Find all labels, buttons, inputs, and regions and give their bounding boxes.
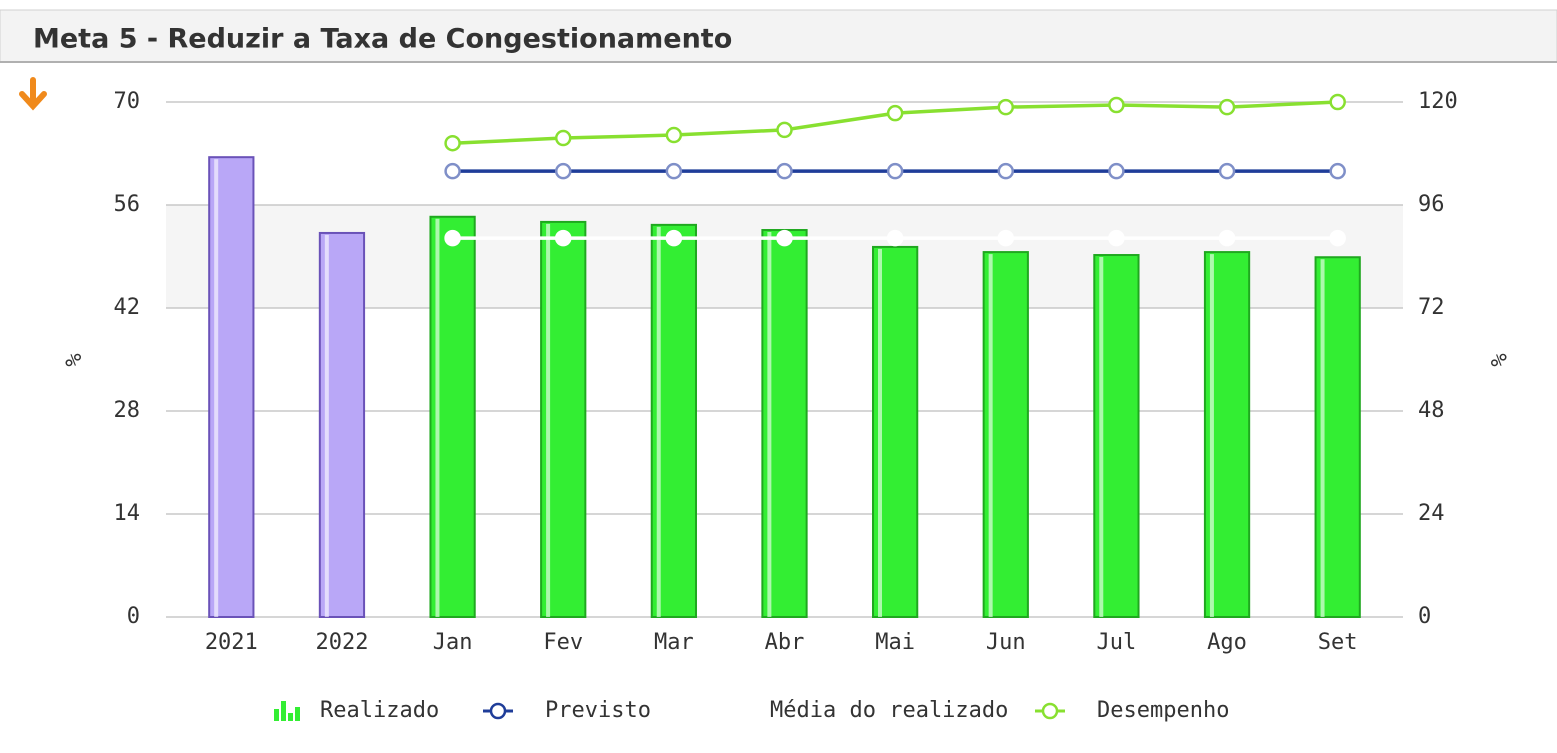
y2-tick-label: 0 [1418, 604, 1431, 629]
y2-axis-title: % [1485, 353, 1510, 366]
point [444, 134, 461, 152]
legend-icon [1041, 702, 1059, 720]
point [776, 121, 793, 139]
point [1108, 162, 1125, 180]
y-tick-label: 0 [127, 604, 140, 629]
x-tick-label: Set [1318, 630, 1358, 655]
bar-shine [1099, 257, 1104, 617]
legend-item[interactable]: Média do realizado [770, 698, 1008, 723]
x-tick-label: Ago [1207, 630, 1247, 655]
point [776, 162, 793, 180]
title-bar [0, 9, 1557, 63]
point [1329, 229, 1346, 247]
export-arrow[interactable] [19, 77, 47, 111]
legend-label: Média do realizado [770, 698, 1008, 723]
x-tick-label: Jan [433, 630, 473, 655]
bar-shine [546, 223, 551, 617]
bar-shine [324, 234, 329, 617]
bar-shine [435, 218, 440, 617]
point [665, 229, 683, 247]
point [886, 162, 904, 180]
x-tick-label: Jun [986, 630, 1026, 655]
bar-shine [767, 232, 772, 617]
y-tick-label: 56 [114, 192, 141, 217]
legend-label: Realizado [320, 698, 439, 723]
point [886, 104, 904, 122]
arrow-icon[interactable] [19, 77, 47, 111]
legend-item[interactable]: Previsto [483, 698, 651, 723]
y2-tick-label: 48 [1418, 398, 1445, 423]
y-tick-label: 28 [114, 398, 141, 423]
point [665, 162, 683, 180]
y2-tick-label: 96 [1418, 192, 1445, 217]
point [776, 229, 793, 247]
bar-shine [214, 159, 219, 617]
legend-item[interactable]: Desempenho [1035, 698, 1229, 723]
y2-tick-label: 24 [1418, 501, 1445, 526]
point [997, 98, 1015, 116]
y2-tick-label: 120 [1418, 89, 1458, 114]
y-tick-label: 14 [114, 501, 141, 526]
y-tick-label: 70 [114, 89, 141, 114]
legend-icon [281, 701, 286, 721]
bar-shine [878, 248, 883, 617]
point [1218, 229, 1236, 247]
bar-shine [656, 226, 661, 617]
point [1218, 98, 1236, 116]
point [886, 229, 904, 247]
point [665, 126, 683, 144]
point [444, 229, 461, 247]
legend-icon [274, 709, 279, 721]
point [1108, 229, 1125, 247]
bar-shine [1209, 254, 1214, 618]
point [1218, 162, 1236, 180]
point [444, 162, 461, 180]
point [554, 129, 572, 147]
y-tick-label: 42 [114, 295, 141, 320]
legend-icon [295, 707, 300, 721]
x-tick-label: 2022 [315, 630, 368, 655]
point [554, 229, 572, 247]
x-tick-label: Fev [543, 630, 583, 655]
bar-shine [1320, 259, 1325, 617]
x-tick-label: Mai [875, 630, 915, 655]
point [1329, 93, 1346, 111]
point [997, 229, 1015, 247]
legend-icon [288, 713, 293, 721]
point [1108, 96, 1125, 114]
x-tick-label: 2021 [205, 630, 258, 655]
x-tick-label: Jul [1097, 630, 1137, 655]
point [554, 162, 572, 180]
y2-tick-label: 72 [1418, 295, 1445, 320]
y-axis-title: % [62, 353, 87, 366]
bar-shine [988, 254, 993, 618]
chart-title: Meta 5 - Reduzir a Taxa de Congestioname… [33, 24, 732, 55]
legend-label: Previsto [545, 698, 651, 723]
point [997, 162, 1015, 180]
x-tick-label: Abr [765, 630, 805, 655]
legend-item[interactable]: Realizado [274, 698, 439, 723]
x-tick-label: Mar [654, 630, 694, 655]
legend-label: Desempenho [1097, 698, 1229, 723]
point [1329, 162, 1346, 180]
legend-icon [489, 702, 507, 720]
